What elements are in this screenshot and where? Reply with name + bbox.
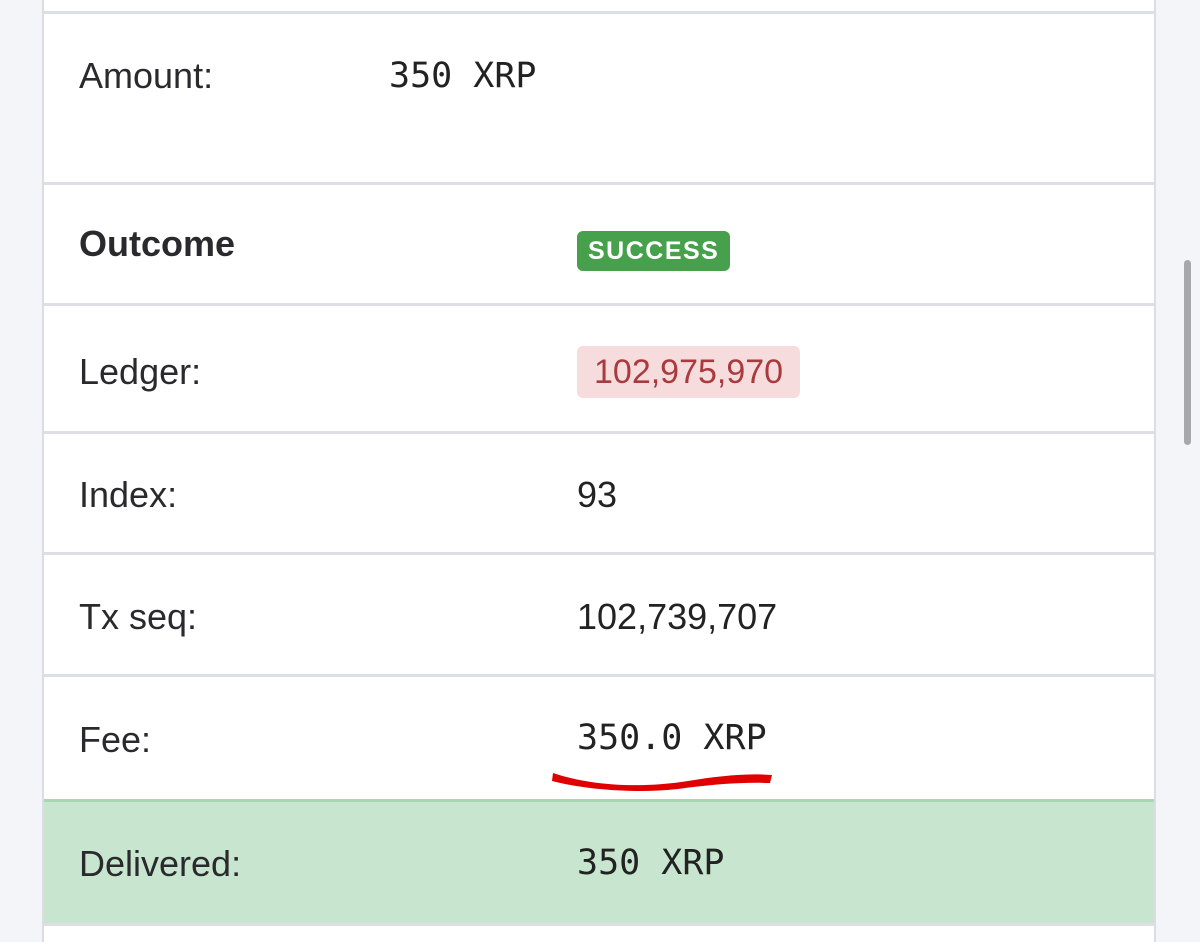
tx-seq-value: 102,739,707: [577, 596, 778, 637]
fee-row: Fee: 350.0 XRP: [44, 677, 1154, 799]
tx-seq-label: Tx seq:: [79, 596, 198, 637]
outcome-status-badge: SUCCESS: [577, 231, 731, 271]
divider: [44, 431, 1154, 434]
tx-seq-row: Tx seq: 102,739,707: [44, 555, 1154, 674]
ledger-label: Ledger:: [79, 351, 202, 392]
index-value: 93: [577, 474, 618, 515]
delivered-row: Delivered: 350 XRP: [44, 799, 1154, 923]
index-row: Index: 93: [44, 434, 1154, 552]
index-label: Index:: [79, 474, 178, 515]
delivered-label: Delivered:: [79, 843, 242, 884]
divider: [44, 11, 1154, 14]
amount-row: Amount: 350 XRP: [44, 14, 1154, 182]
outcome-row: Outcome: [44, 185, 1154, 303]
ledger-row: Ledger:: [44, 306, 1154, 431]
amount-label: Amount:: [79, 55, 214, 96]
divider: [44, 552, 1154, 555]
delivered-value: 350 XRP: [577, 843, 725, 883]
red-underline-annotation: [552, 773, 772, 792]
scrollbar-thumb[interactable]: [1184, 260, 1191, 445]
outcome-label: Outcome: [79, 223, 236, 264]
divider: [44, 674, 1154, 677]
divider: [44, 923, 1154, 926]
transaction-detail-card: Amount: 350 XRP Outcome SUCCESS Ledger: …: [42, 0, 1156, 942]
fee-label: Fee:: [79, 719, 152, 760]
amount-value: 350 XRP: [389, 56, 537, 96]
divider: [44, 182, 1154, 185]
fee-value: 350.0 XRP: [577, 718, 767, 758]
divider: [44, 303, 1154, 306]
ledger-link-badge[interactable]: 102,975,970: [577, 346, 801, 398]
